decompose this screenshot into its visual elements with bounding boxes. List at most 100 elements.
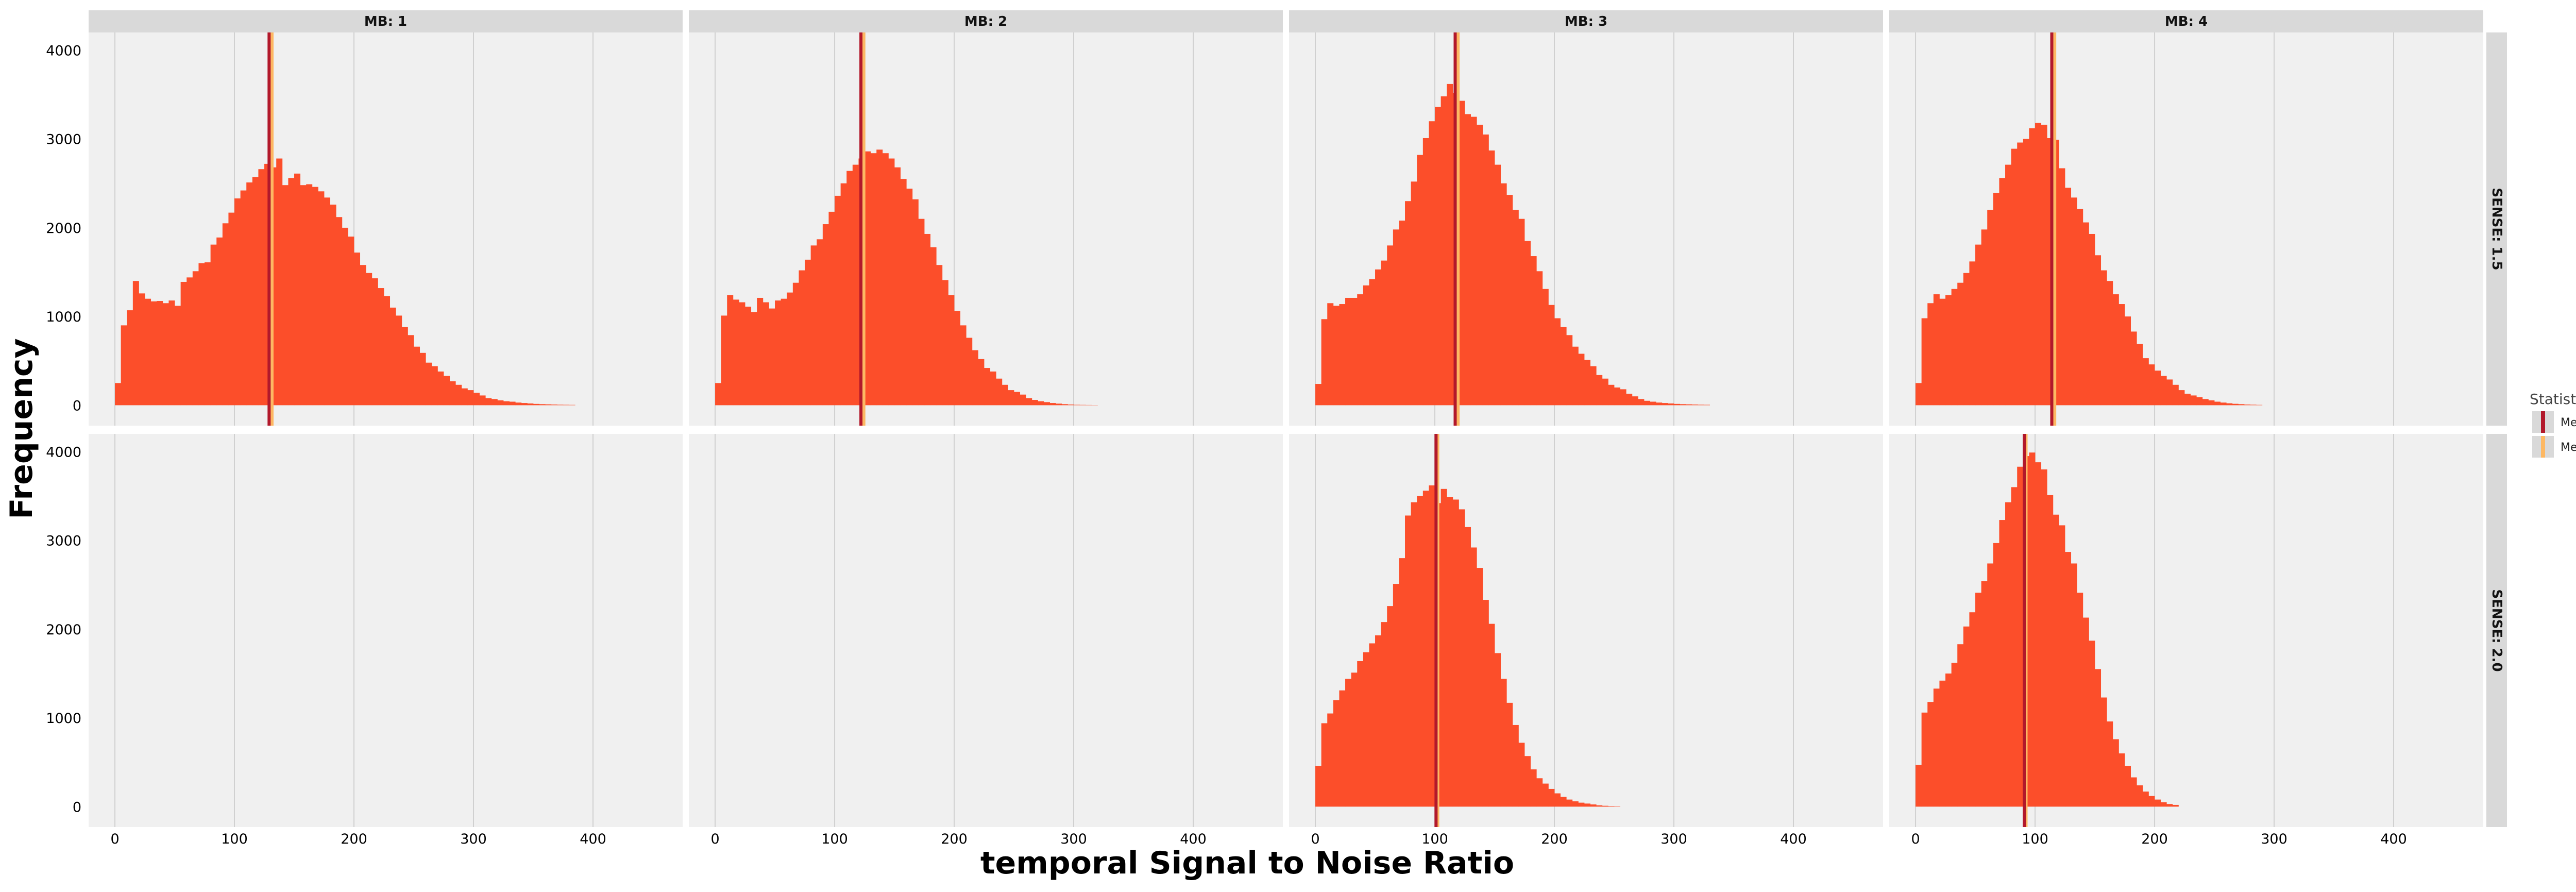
histogram-bar — [1945, 295, 1952, 406]
histogram-bar — [1321, 723, 1328, 807]
histogram-bar — [1548, 305, 1555, 406]
histogram-bar — [1429, 485, 1435, 807]
histogram-bar — [414, 346, 420, 406]
histogram-bar — [1399, 221, 1405, 406]
histogram-bar — [1933, 688, 1940, 807]
histogram-bar — [2137, 344, 2143, 406]
histogram-bar — [1969, 612, 1976, 807]
histogram-bar — [739, 302, 745, 406]
histogram-bar — [1584, 803, 1591, 807]
x-tick-label: 200 — [2141, 831, 2168, 847]
histogram-bar — [1417, 496, 1423, 807]
histogram-bar — [1650, 401, 1656, 406]
histogram-bar — [2226, 403, 2233, 406]
histogram-bar — [2112, 739, 2119, 807]
histogram-bar — [2029, 128, 2036, 406]
column-strip-mb-3 — [1289, 10, 1883, 32]
y-tick-label: 3000 — [46, 533, 81, 549]
x-tick-label: 0 — [110, 831, 119, 847]
column-strip-label: MB: 2 — [964, 14, 1007, 29]
histogram-bar — [721, 315, 727, 406]
histogram-bar — [954, 311, 961, 406]
y-tick-label: 1000 — [46, 711, 81, 727]
y-tick-label: 2000 — [46, 622, 81, 638]
histogram-bar — [1369, 279, 1376, 406]
histogram-bar — [192, 271, 199, 406]
histogram-bar — [1957, 644, 1964, 807]
histogram-bar — [1014, 392, 1021, 406]
histogram-bar — [252, 177, 259, 406]
histogram-bar — [1422, 491, 1429, 807]
histogram-bar — [437, 371, 444, 406]
histogram-bar — [1038, 401, 1044, 406]
histogram-bar — [1939, 298, 1946, 406]
histogram-bar — [1459, 100, 1465, 406]
histogram-bar — [1951, 663, 1958, 807]
legend: Statistic Mean Median — [2530, 391, 2576, 458]
histogram-bar — [342, 227, 348, 406]
legend-label-mean: Mean — [2561, 416, 2576, 429]
histogram-bar — [1495, 653, 1501, 807]
histogram-bar — [2082, 222, 2089, 406]
x-tick-label: 300 — [1660, 831, 1687, 847]
histogram-bar — [1981, 229, 1988, 406]
histogram-bar — [2100, 270, 2107, 406]
histogram-bar — [1656, 402, 1663, 406]
histogram-bar — [1993, 193, 1999, 406]
histogram-bar — [1993, 543, 1999, 807]
histogram-bar — [1548, 788, 1555, 807]
histogram-bar — [787, 292, 793, 406]
y-axis-title: Frequency — [4, 338, 40, 519]
histogram-bar — [198, 263, 205, 406]
histogram-bar — [1447, 83, 1453, 406]
histogram-bar — [912, 199, 919, 406]
x-tick-label: 100 — [821, 831, 848, 847]
histogram-bar — [2005, 502, 2012, 807]
histogram-bar — [1363, 285, 1369, 406]
x-axis-title: temporal Signal to Noise Ratio — [980, 845, 1514, 881]
histogram-bar — [1399, 558, 1405, 807]
histogram-bar — [2065, 188, 2072, 406]
histogram-bar — [1916, 383, 1922, 406]
histogram-bar — [449, 381, 456, 406]
histogram-bar — [1969, 261, 1976, 406]
histogram-bar — [930, 247, 937, 406]
histogram-bar — [419, 352, 426, 406]
row-strip-label: SENSE: 2.0 — [2489, 589, 2504, 671]
panel-background — [89, 434, 683, 827]
histogram-bar — [1008, 390, 1014, 406]
legend-label-median: Median — [2561, 441, 2576, 454]
histogram-bar — [1530, 769, 1537, 807]
histogram-bar — [2011, 148, 2018, 406]
histogram-bar — [733, 299, 739, 406]
histogram-bar — [1927, 303, 1934, 406]
histogram-bar — [2100, 697, 2107, 807]
histogram-bar — [840, 183, 847, 406]
histogram-bar — [2208, 400, 2215, 406]
histogram-bar — [1542, 783, 1549, 807]
histogram-bar — [2119, 304, 2125, 406]
histogram-bar — [240, 190, 247, 406]
histogram-bar — [2023, 139, 2029, 406]
histogram-bar — [2125, 316, 2131, 406]
histogram-bar — [205, 262, 211, 406]
histogram-bar — [1339, 304, 1346, 406]
panel-mb-1-sense-1-5 — [89, 32, 683, 426]
histogram-bar — [1477, 125, 1483, 406]
histogram-bar — [121, 325, 127, 406]
histogram-bar — [246, 182, 253, 406]
histogram-bar — [2166, 379, 2173, 406]
x-tick-label: 400 — [1180, 831, 1207, 847]
histogram-bar — [216, 237, 223, 406]
histogram-bar — [1363, 652, 1369, 807]
histogram-bar — [336, 217, 343, 406]
histogram-bar — [805, 259, 811, 406]
legend-median-swatch — [2541, 436, 2545, 458]
histogram-bar — [378, 288, 384, 406]
histogram-bar — [545, 404, 552, 406]
histogram-bar — [2017, 142, 2024, 406]
histogram-bar — [2155, 799, 2161, 807]
histogram-bar — [1662, 403, 1668, 406]
histogram-bar — [1620, 389, 1626, 406]
histogram-bar — [1393, 229, 1399, 406]
